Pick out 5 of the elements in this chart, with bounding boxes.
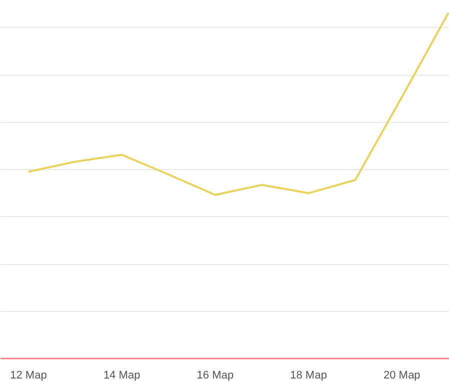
x-tick-label: 14 Мар [103,370,140,382]
x-tick-label: 16 Мар [196,370,234,382]
x-tick-label: 20 Мар [383,370,420,382]
x-tick-label: 12 Мар [10,370,47,382]
x-tick-label: 18 Мар [290,370,327,382]
